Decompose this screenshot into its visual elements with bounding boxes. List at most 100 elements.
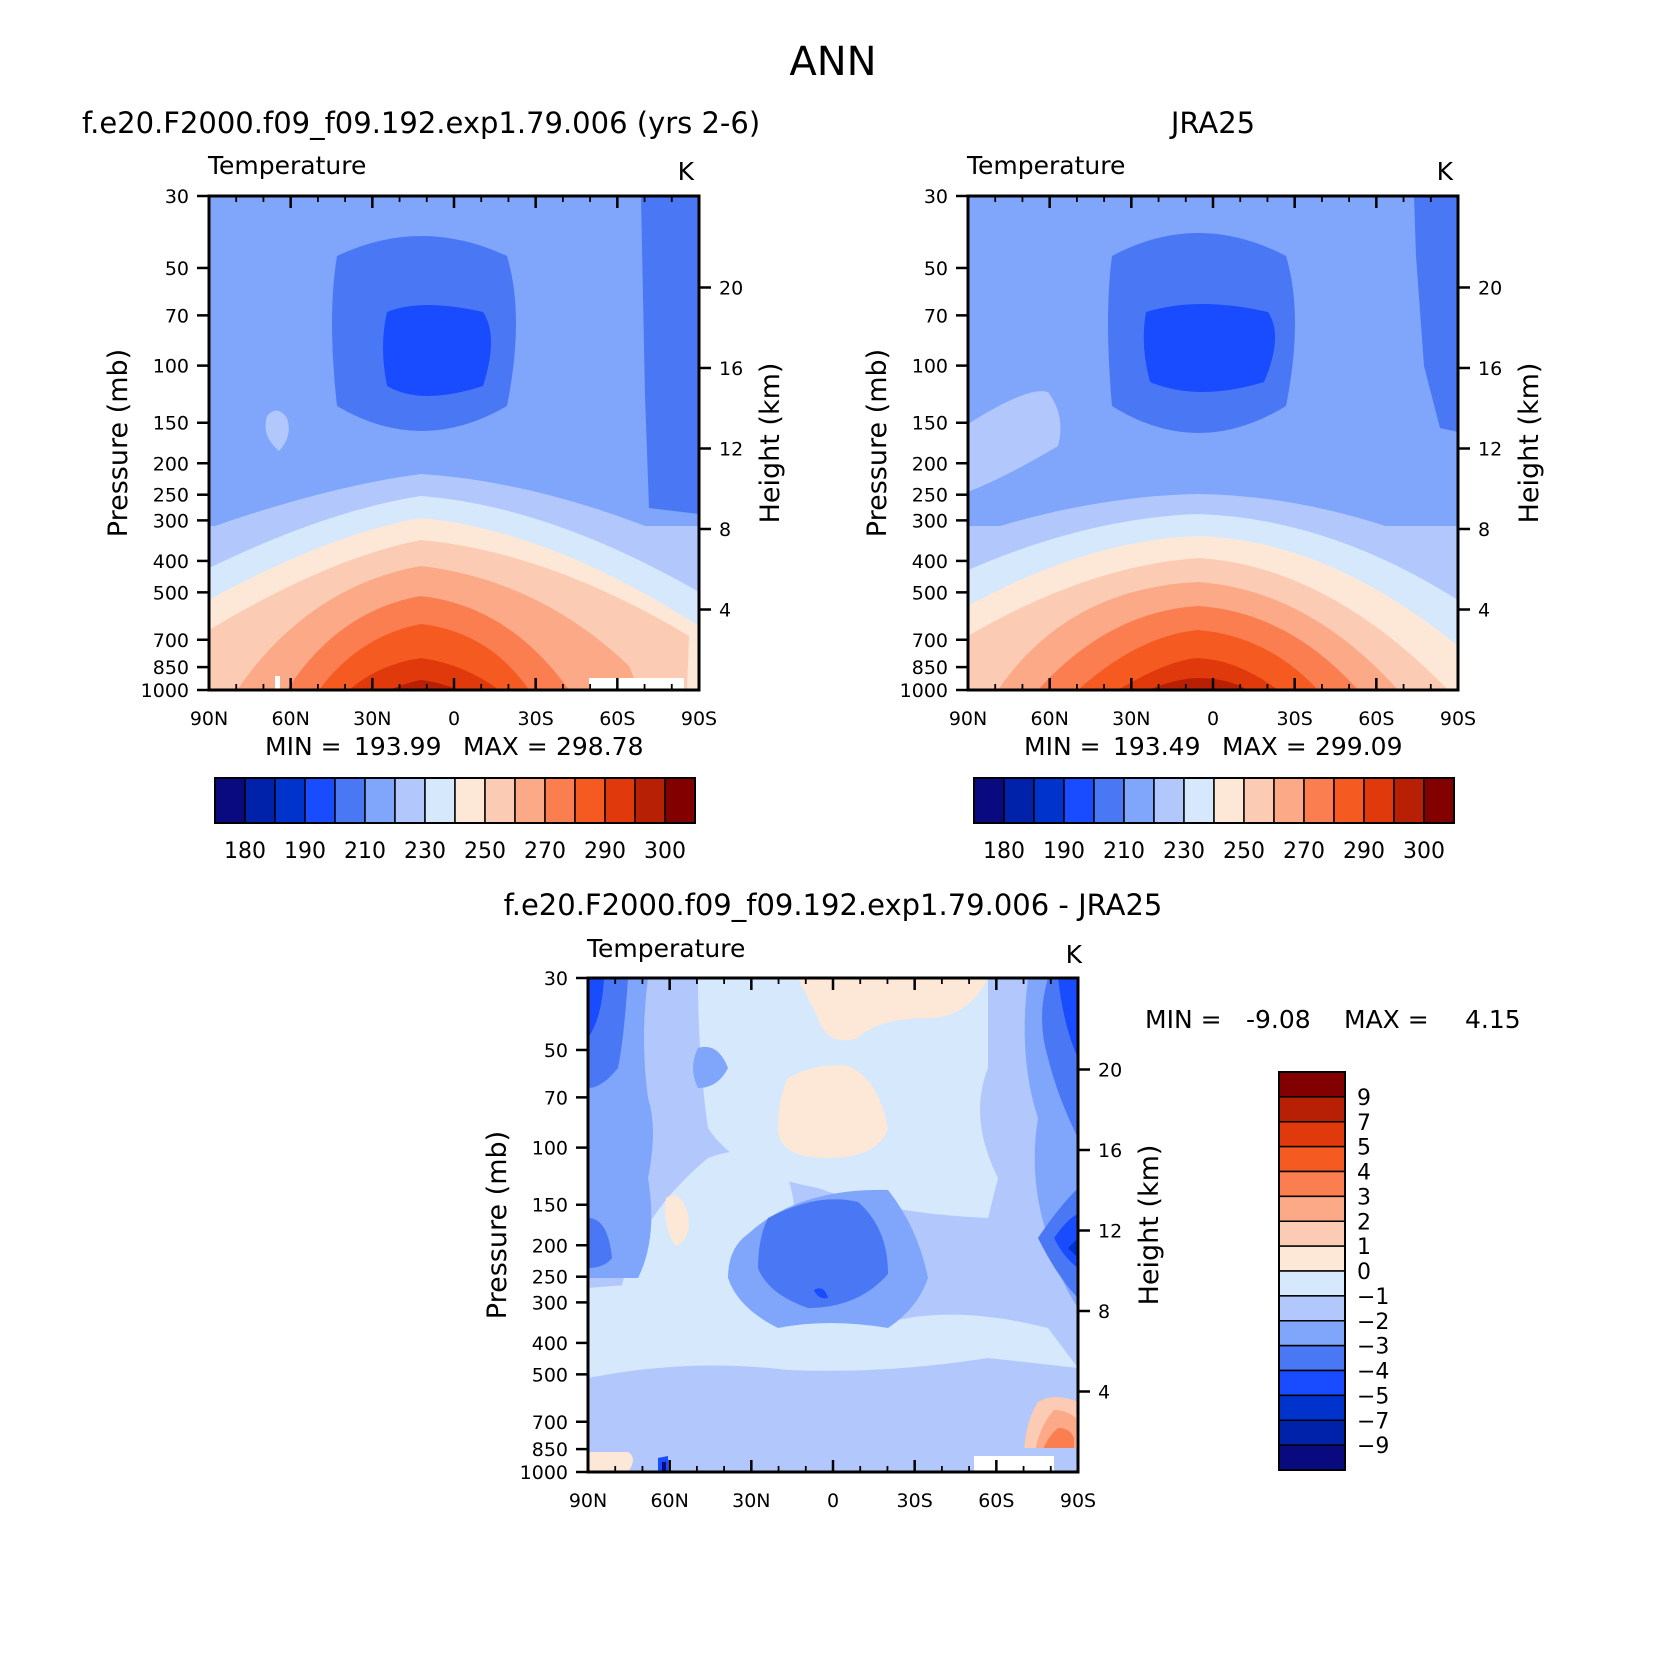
pressure-tick-label: 200 (532, 1235, 568, 1257)
height-tick-label: 20 (1098, 1059, 1122, 1081)
x-tick-label: 30N (353, 708, 391, 730)
diff-max-label: MAX = (1344, 1005, 1429, 1034)
diff-min-value: -9.08 (1246, 1005, 1311, 1034)
height-tick-label: 16 (1478, 358, 1502, 380)
obs-panel: JRA25 Temperature K 90N 6 (862, 106, 1545, 864)
pressure-tick-label: 200 (153, 453, 189, 475)
height-tick-label: 16 (1098, 1140, 1122, 1162)
colorbar-swatch (544, 777, 576, 824)
diff-colorbar-swatch (1278, 1195, 1346, 1222)
colorbar-swatch (304, 777, 336, 824)
diff-left-string: Temperature (586, 934, 745, 963)
diff-colorbar-label: −1 (1357, 1285, 1389, 1310)
pressure-tick-label: 70 (924, 305, 948, 327)
colorbar-swatch (634, 777, 666, 824)
pressure-tick-label: 200 (912, 453, 948, 475)
pressure-tick-label: 100 (532, 1138, 568, 1160)
pressure-tick-label: 500 (532, 1364, 568, 1386)
colorbar-swatch (1153, 777, 1185, 824)
diff-colorbar-frame (1278, 1071, 1346, 1471)
pressure-tick-label: 400 (153, 551, 189, 573)
x-tick-label: 90S (1440, 708, 1476, 730)
pressure-tick-label: 850 (532, 1439, 568, 1461)
model-max-label: MAX = (463, 732, 548, 761)
pressure-tick-label: 250 (153, 485, 189, 507)
colorbar-frame (973, 777, 1455, 824)
diff-colorbar-label: 9 (1357, 1086, 1371, 1111)
pressure-tick-label: 300 (153, 510, 189, 532)
obs-heading: JRA25 (1169, 106, 1255, 140)
diff-colorbar-swatch (1278, 1121, 1346, 1148)
obs-min-label: MIN = (1024, 732, 1101, 761)
height-tick-label: 4 (1478, 599, 1490, 621)
x-tick-label: 30N (732, 1490, 770, 1512)
pressure-tick-label: 700 (532, 1412, 568, 1434)
pressure-tick-label: 150 (912, 413, 948, 435)
colorbar-swatch (514, 777, 546, 824)
x-tick-label: 0 (448, 708, 460, 730)
diff-colorbar-swatch (1278, 1394, 1346, 1421)
height-tick-label: 8 (719, 519, 731, 541)
pressure-tick-label: 70 (544, 1087, 568, 1109)
x-tick-label: 90N (569, 1490, 607, 1512)
height-tick-label: 12 (1098, 1220, 1122, 1242)
colorbar-frame (214, 777, 696, 824)
colorbar-swatch (973, 777, 1005, 824)
model-max-value: 298.78 (556, 732, 643, 761)
figure-title: ANN (789, 39, 876, 85)
pressure-tick-label: 300 (912, 510, 948, 532)
obs-colorbar: 180 190 210 230 250 270 290 300 (973, 777, 1455, 864)
x-tick-label: 60N (1030, 708, 1068, 730)
colorbar-swatch (1063, 777, 1095, 824)
colorbar-swatch (1243, 777, 1275, 824)
diff-heading: f.e20.F2000.f09_f09.192.exp1.79.006 - JR… (504, 888, 1163, 922)
colorbar-swatch (1003, 777, 1035, 824)
height-tick-label: 12 (1478, 438, 1502, 460)
height-tick-label: 4 (1098, 1381, 1110, 1403)
colorbar-label: 210 (1103, 839, 1145, 864)
diff-colorbar-swatch (1278, 1245, 1346, 1272)
x-tick-label: 60S (599, 708, 635, 730)
colorbar-swatch (1213, 777, 1245, 824)
pressure-axis-title: Pressure (mb) (103, 349, 134, 537)
colorbar-label: 290 (584, 839, 626, 864)
diff-min-label: MIN = (1145, 1005, 1222, 1034)
x-tick-label: 60N (271, 708, 309, 730)
diff-colorbar-swatch (1278, 1295, 1346, 1322)
colorbar-swatch (1423, 777, 1455, 824)
colorbar-label: 250 (464, 839, 506, 864)
pressure-tick-label: 400 (532, 1333, 568, 1355)
colorbar-swatch (1123, 777, 1155, 824)
colorbar-swatch (604, 777, 636, 824)
diff-colorbar-label: −7 (1357, 1409, 1389, 1434)
pressure-tick-label: 30 (544, 968, 568, 990)
x-tick-label: 30N (1112, 708, 1150, 730)
x-tick-label: 30S (518, 708, 554, 730)
pressure-tick-label: 30 (924, 186, 948, 208)
obs-max-label: MAX = (1222, 732, 1307, 761)
colorbar-label: 230 (1163, 839, 1205, 864)
colorbar-label: 270 (1283, 839, 1325, 864)
colorbar-swatch (574, 777, 606, 824)
colorbar-swatch (1393, 777, 1425, 824)
model-min-label: MIN = (265, 732, 342, 761)
diff-colorbar-label: −4 (1357, 1360, 1389, 1385)
pressure-tick-label: 250 (912, 485, 948, 507)
colorbar-label: 250 (1223, 839, 1265, 864)
pressure-tick-label: 700 (153, 630, 189, 652)
model-panel: f.e20.F2000.f09_f09.192.exp1.79.006 (yrs… (82, 106, 786, 864)
colorbar-label: 300 (1403, 839, 1445, 864)
x-tick-label: 90N (190, 708, 228, 730)
colorbar-swatch (334, 777, 366, 824)
pressure-tick-label: 850 (912, 657, 948, 679)
diff-colorbar-label: 2 (1357, 1210, 1371, 1235)
colorbar-swatch (364, 777, 396, 824)
pressure-tick-label: 100 (912, 356, 948, 378)
colorbar-swatch (1363, 777, 1395, 824)
colorbar-swatch (1033, 777, 1065, 824)
height-tick-label: 8 (1478, 519, 1490, 541)
diff-colorbar-label: 7 (1357, 1111, 1371, 1136)
pressure-tick-label: 150 (153, 413, 189, 435)
